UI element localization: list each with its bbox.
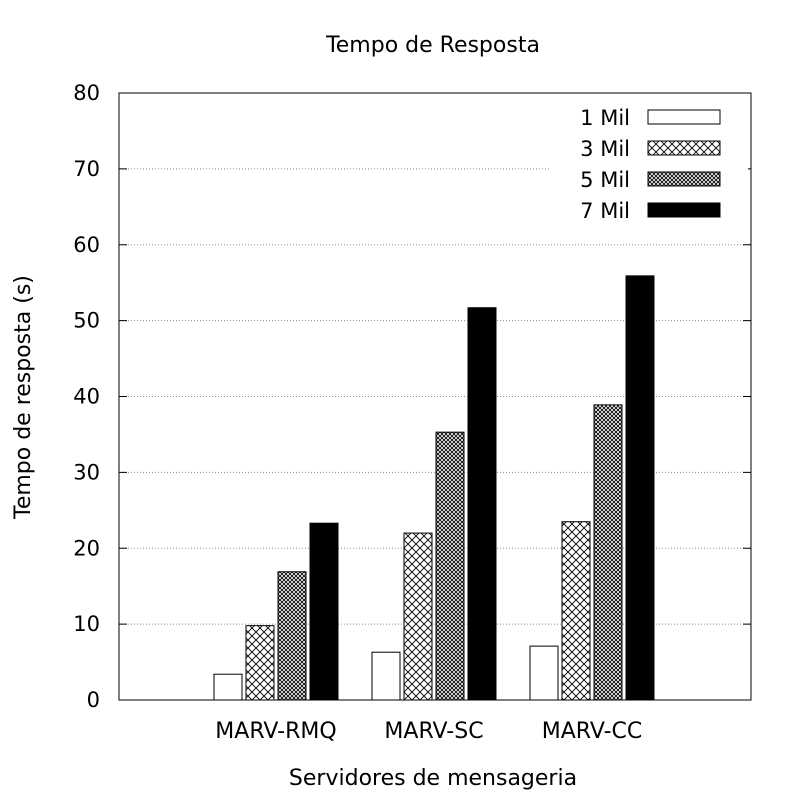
gridlines [119,168,751,625]
bar-marv-rmq-1-mil [213,673,243,701]
x-category-label: MARV-RMQ [215,719,336,744]
legend-label: 1 Mil [580,106,630,130]
bar-marv-sc-3-mil [403,532,433,701]
bar-marv-cc-1-mil [529,645,559,701]
bar-marv-sc-1-mil [371,651,401,701]
bar-marv-rmq-5-mil [277,571,307,701]
y-tick-label: 80 [73,81,100,105]
legend-label: 5 Mil [580,168,630,192]
legend-swatch [647,140,721,156]
y-tick-label: 20 [73,536,100,560]
chart-title: Tempo de Resposta [325,33,540,58]
legend-label: 3 Mil [580,137,630,161]
bar-marv-cc-7-mil [625,275,655,701]
legend: 1 Mil 3 Mil 5 Mil 7 Mil [550,99,748,230]
y-axis-ticks: 0 10 20 30 40 50 60 70 80 [73,81,751,712]
legend-label: 7 Mil [580,199,630,223]
y-tick-label: 70 [73,157,100,181]
y-tick-label: 50 [73,309,100,333]
bar-marv-sc-7-mil [467,307,497,701]
x-axis-label: Servidores de mensageria [289,766,577,791]
legend-swatch [647,202,721,218]
bar-marv-rmq-3-mil [245,625,275,701]
y-tick-label: 60 [73,233,100,257]
legend-swatch [647,109,721,125]
bar-marv-rmq-7-mil [309,522,339,701]
x-category-label: MARV-SC [384,719,483,744]
bar-marv-cc-3-mil [561,521,591,701]
x-category-label: MARV-CC [542,719,643,744]
y-tick-label: 10 [73,612,100,636]
bar-marv-cc-5-mil [593,404,623,701]
y-tick-label: 30 [73,460,100,484]
legend-swatch [647,171,721,187]
y-tick-label: 0 [87,688,100,712]
bars [213,275,655,701]
y-tick-label: 40 [73,385,100,409]
bar-marv-sc-5-mil [435,431,465,701]
y-axis-label: Tempo de resposta (s) [11,275,36,520]
x-axis-categories: MARV-RMQ MARV-SC MARV-CC [215,719,642,744]
